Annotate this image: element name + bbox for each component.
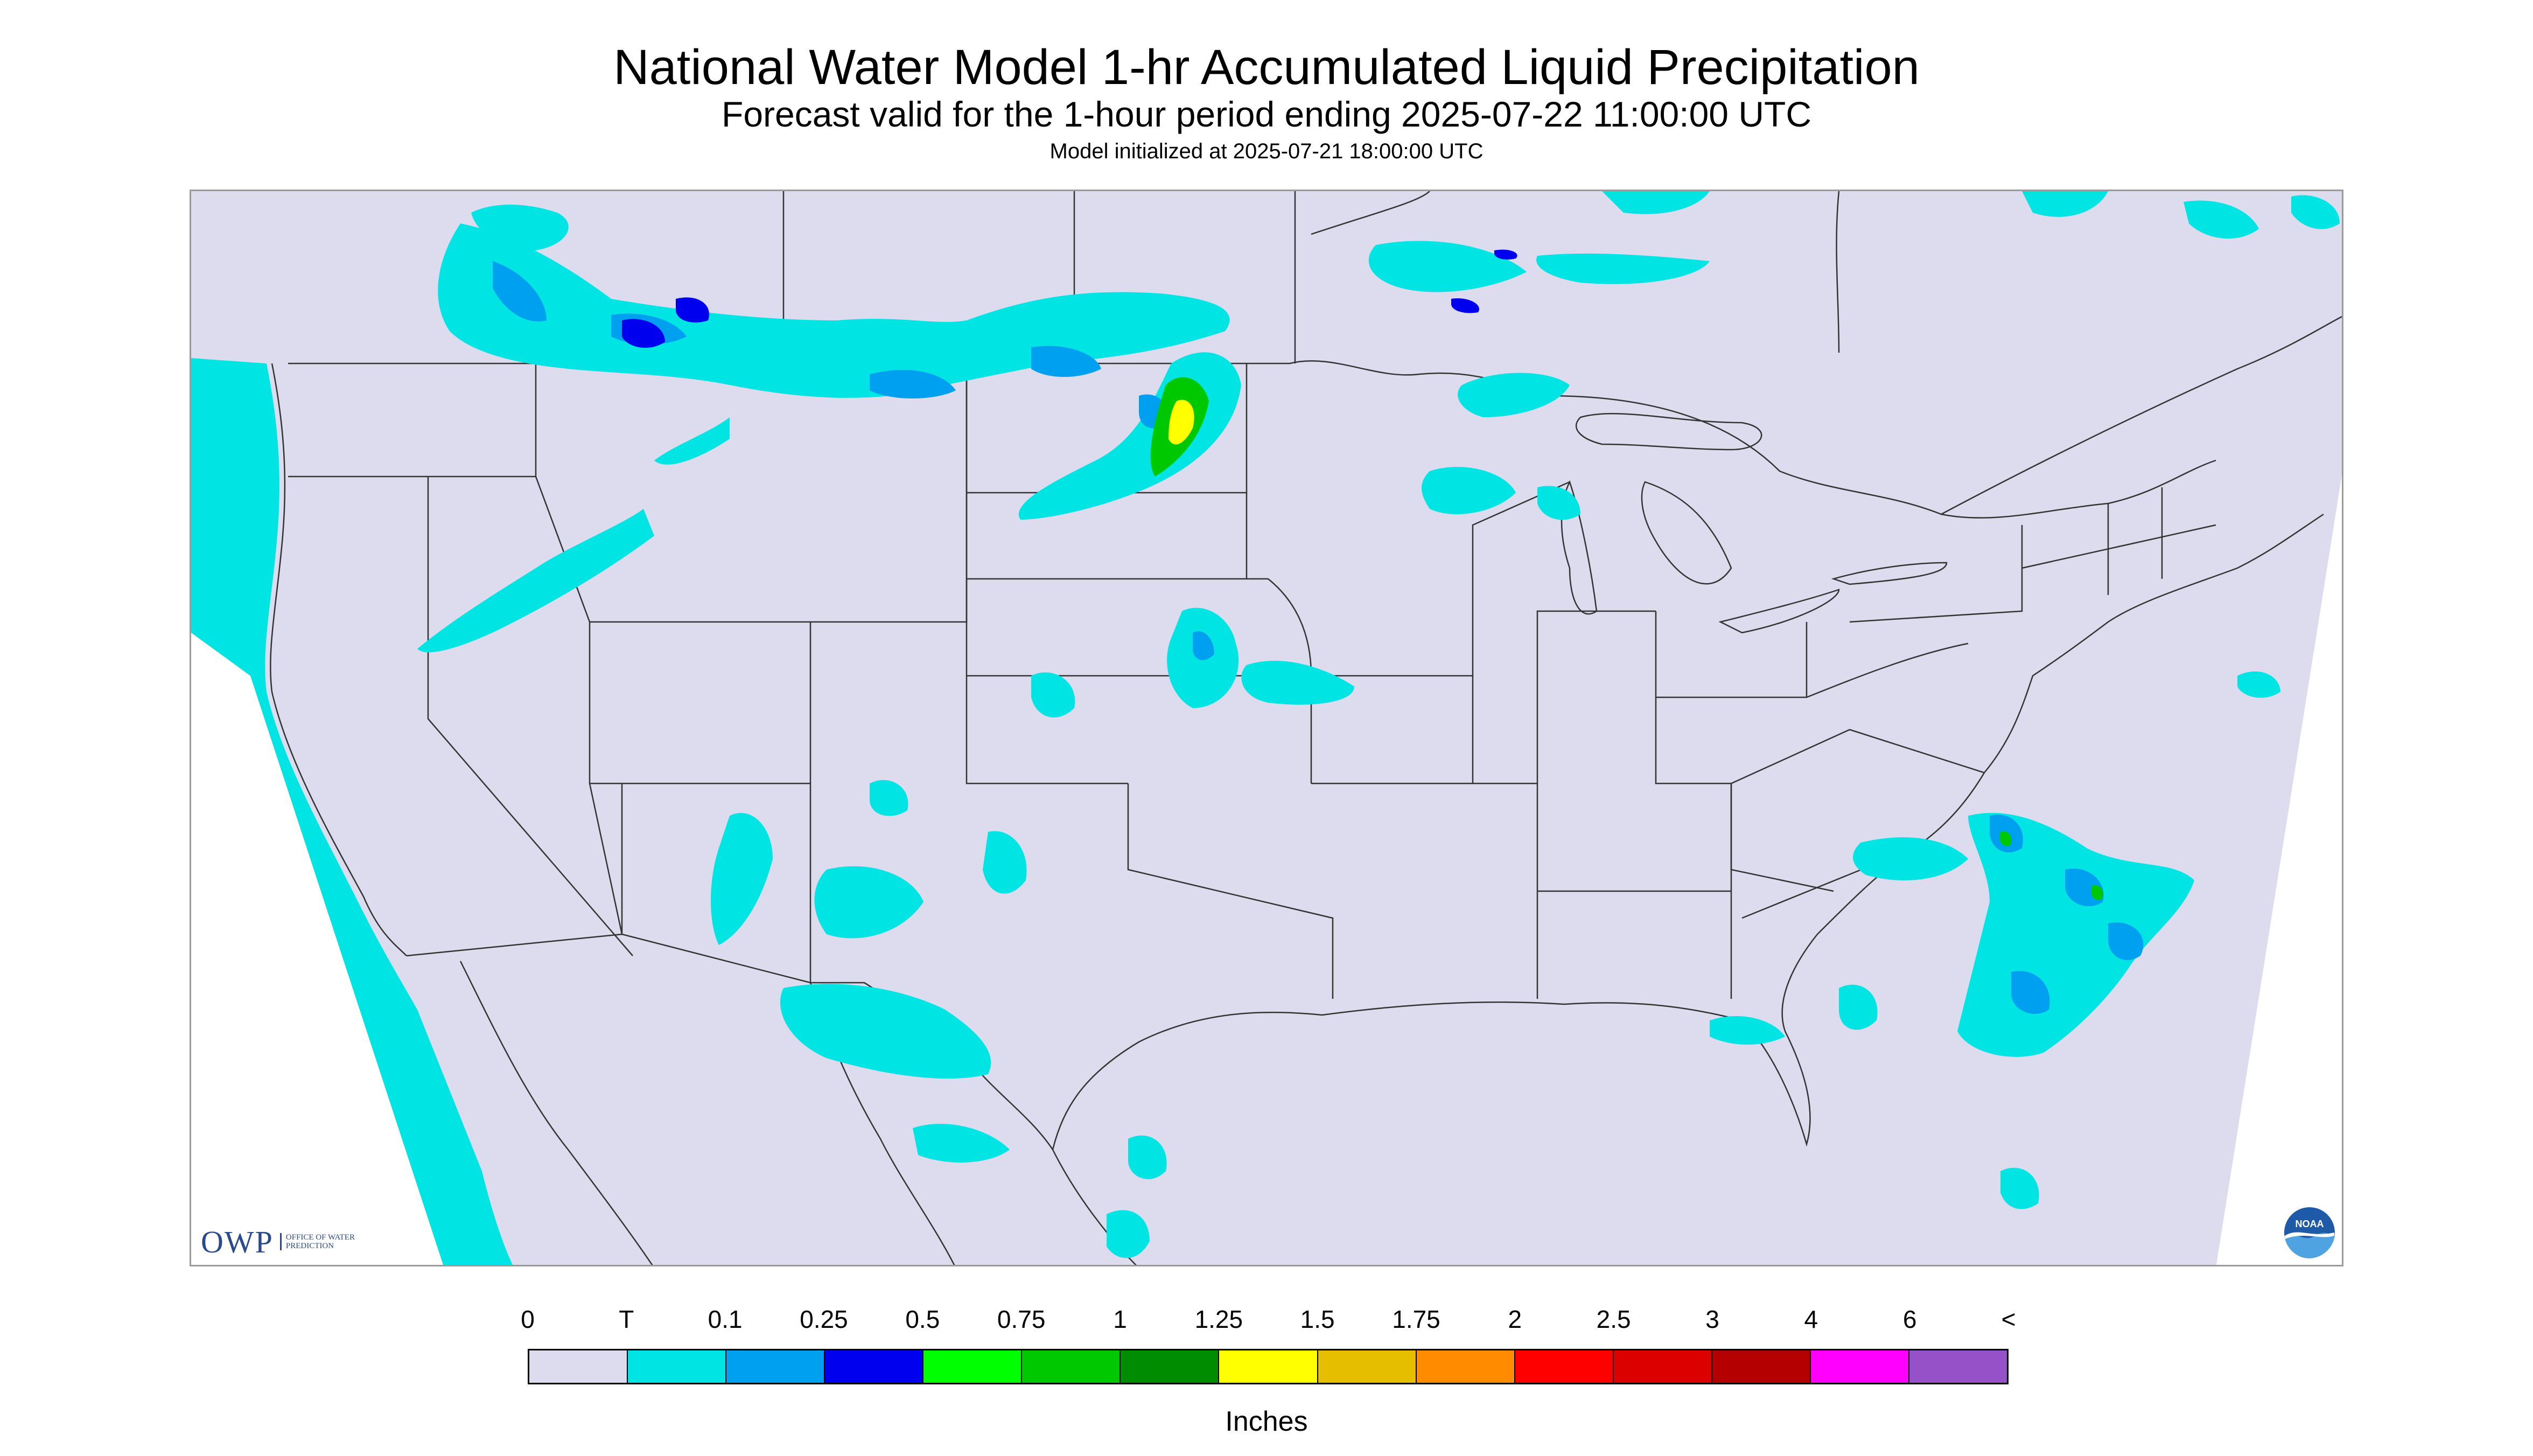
legend-labels: 0 T 0.1 0.25 0.5 0.75 1 1.25 1.5 1.75 2 2.5 3 4 6 < [0,1304,2533,1336]
legend-swatch [1219,1350,1318,1383]
map-canvas [191,191,2342,1265]
legend-swatch [1613,1350,1712,1383]
legend-tick-label: 1 [1113,1305,1127,1333]
legend-swatch [1712,1350,1811,1383]
model-initialized-label: Model initialized at 2025-07-21 18:00:00… [1049,139,1484,163]
precip-moderate [622,249,1517,348]
legend-swatch [628,1350,727,1383]
precip-heavy [1150,377,2103,900]
legend-swatch [1909,1350,2007,1383]
legend-units-label: Inches [1225,1406,1308,1437]
noaa-logo-icon: NOAA [2283,1206,2336,1259]
legend-tick-label: 0.1 [708,1305,743,1333]
owp-logo-subtext: OFFICE OF WATER PREDICTION [279,1233,356,1250]
legend-tick-label: 4 [1804,1305,1818,1333]
legend-swatch [1416,1350,1515,1383]
legend-swatch [1810,1350,1909,1383]
owp-logo: OWP OFFICE OF WATER PREDICTION [201,1223,356,1261]
legend-tick-label: 0.5 [905,1305,940,1333]
legend-tick-label: < [2001,1305,2016,1333]
owp-logo-text: OWP [201,1224,274,1259]
legend-tick-label: 0.75 [997,1305,1046,1333]
legend-swatch [923,1350,1023,1383]
legend-tick-label: 2.5 [1596,1305,1631,1333]
noaa-logo-text: NOAA [2296,1219,2324,1229]
legend-swatch [1022,1350,1121,1383]
legend-swatch [825,1350,924,1383]
legend-colorbar [528,1349,2009,1384]
precip-trace [191,191,2340,1265]
forecast-valid-subtitle: Forecast valid for the 1-hour period end… [722,94,1811,134]
legend-tick-label: 2 [1508,1305,1522,1333]
legend-tick-label: 6 [1902,1305,1917,1333]
legend-tick-label: 0.25 [800,1305,848,1333]
legend-swatch [1515,1350,1614,1383]
legend-tick-label: T [619,1305,634,1333]
precipitation-map: OWP OFFICE OF WATER PREDICTION NOAA [190,190,2343,1266]
legend-swatch [726,1350,825,1383]
legend-tick-label: 3 [1705,1305,1719,1333]
model-domain [191,191,2342,1265]
legend-tick-label: 1.5 [1300,1305,1335,1333]
legend-tick-label: 0 [521,1305,535,1333]
map-title: National Water Model 1-hr Accumulated Li… [613,40,1920,95]
legend-tick-label: 1.75 [1392,1305,1440,1333]
legend-swatch [529,1350,628,1383]
legend-tick-label: 1.25 [1194,1305,1243,1333]
legend-swatch [1318,1350,1417,1383]
legend-swatch [1121,1350,1220,1383]
